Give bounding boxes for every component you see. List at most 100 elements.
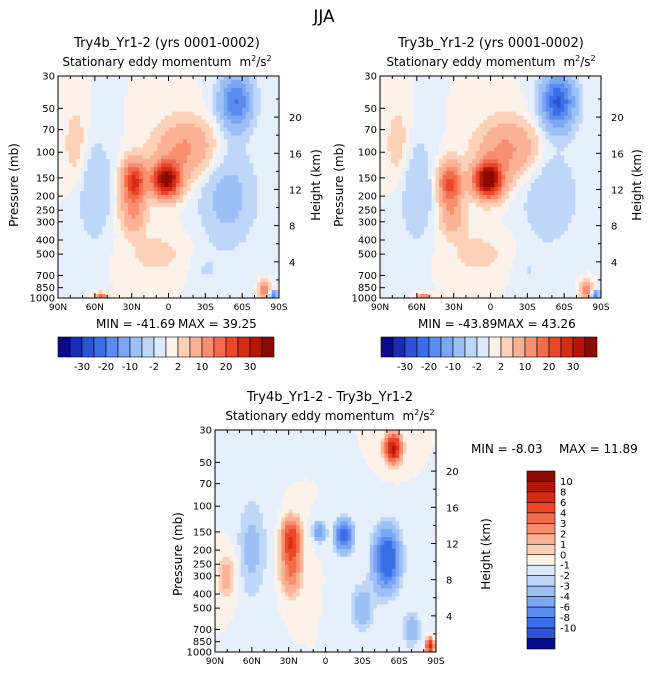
heatmap-cell <box>238 103 243 109</box>
heatmap-cell <box>260 194 265 200</box>
heatmap-cell <box>593 79 598 85</box>
heatmap-cell <box>87 187 92 192</box>
heatmap-cell <box>593 95 598 101</box>
heatmap-cell <box>457 147 462 152</box>
heatmap-cell <box>197 238 202 243</box>
heatmap-cell <box>486 131 491 136</box>
heatmap-cell <box>564 107 569 113</box>
heatmap-cell <box>542 115 547 120</box>
heatmap-cell <box>72 107 77 113</box>
heatmap-cell <box>168 171 173 176</box>
heatmap-cell <box>186 294 191 299</box>
heatmap-cell <box>223 115 228 120</box>
heatmap-cell <box>201 242 206 247</box>
heatmap-cell <box>242 99 247 105</box>
heatmap-cell <box>238 206 243 212</box>
heatmap-cell <box>69 286 74 291</box>
heatmap-cell <box>245 95 250 101</box>
heatmap-cell <box>179 194 184 200</box>
heatmap-cell <box>538 79 543 85</box>
heatmap-cell <box>179 274 184 279</box>
heatmap-cell <box>571 79 576 85</box>
heatmap-cell <box>212 115 217 120</box>
heatmap-cell <box>61 286 66 291</box>
heatmap-cell <box>124 238 129 243</box>
heatmap-cell <box>124 270 129 275</box>
heatmap-cell <box>69 111 74 116</box>
heatmap-cell <box>91 155 96 160</box>
heatmap-cell <box>490 76 495 81</box>
heatmap-cell <box>431 111 436 116</box>
heatmap-cell <box>61 226 66 231</box>
heatmap-cell <box>91 131 96 136</box>
heatmap-cell <box>168 274 173 279</box>
heatmap-cell <box>212 143 217 148</box>
heatmap-cell <box>58 159 63 164</box>
heatmap-cell <box>542 91 547 97</box>
heatmap-cell <box>220 270 225 275</box>
heatmap-cell <box>380 83 385 89</box>
heatmap-cell <box>380 87 385 93</box>
heatmap-cell <box>172 76 177 81</box>
heatmap-cell <box>461 83 466 89</box>
heatmap-cell <box>249 159 254 164</box>
heatmap-cell <box>556 143 561 148</box>
heatmap-cell <box>197 258 202 263</box>
heatmap-cell <box>267 83 272 89</box>
heatmap-cell <box>234 171 239 176</box>
heatmap-cell <box>80 179 85 184</box>
heatmap-cell <box>58 254 63 259</box>
heatmap-cell <box>175 242 180 247</box>
heatmap-cell <box>427 99 432 105</box>
heatmap-cell <box>597 123 602 128</box>
heatmap-cell <box>461 159 466 164</box>
heatmap-cell <box>531 131 536 136</box>
heatmap-cell <box>245 171 250 176</box>
heatmap-cell <box>183 286 188 291</box>
heatmap-cell <box>186 79 191 85</box>
heatmap-cell <box>223 183 228 188</box>
heatmap-cell <box>58 262 63 267</box>
heatmap-cell <box>253 111 258 116</box>
heatmap-cell <box>164 258 169 263</box>
heatmap-cell <box>223 135 228 140</box>
heatmap-cell <box>267 155 272 160</box>
heatmap-cell <box>124 76 129 81</box>
heatmap-cell <box>161 99 166 105</box>
heatmap-cell <box>69 238 74 243</box>
heatmap-cell <box>508 123 513 128</box>
heatmap-cell <box>438 167 443 172</box>
heatmap-cell <box>567 163 572 168</box>
heatmap-cell <box>172 222 177 227</box>
heatmap-cell <box>161 187 166 192</box>
heatmap-cell <box>267 210 272 216</box>
heatmap-cell <box>275 103 280 109</box>
heatmap-cell <box>194 250 199 255</box>
heatmap-cell <box>168 218 173 224</box>
heatmap-cell <box>527 119 532 124</box>
heatmap-cell <box>175 119 180 124</box>
heatmap-cell <box>131 214 136 220</box>
heatmap-cell <box>72 147 77 152</box>
heatmap-cell <box>127 151 133 156</box>
heatmap-cell <box>87 103 92 109</box>
heatmap-cell <box>249 123 254 128</box>
heatmap-cell <box>91 175 96 180</box>
heatmap-cell <box>245 210 250 216</box>
heatmap-cell <box>83 167 88 172</box>
heatmap-cell <box>139 183 144 188</box>
heatmap-cell <box>164 115 169 120</box>
heatmap-cell <box>76 127 81 132</box>
heatmap-cell <box>267 127 272 132</box>
heatmap-cell <box>186 234 191 239</box>
heatmap-cell <box>483 151 488 156</box>
heatmap-cell <box>91 214 96 220</box>
heatmap-cell <box>260 222 265 227</box>
heatmap-cell <box>98 282 103 287</box>
heatmap-cell <box>472 115 477 120</box>
heatmap-cell <box>183 167 188 172</box>
heatmap-cell <box>150 294 155 299</box>
heatmap-cell <box>394 143 399 148</box>
heatmap-cell <box>153 143 158 148</box>
panel-subtitle: Stationary eddy momentum m2/s2 <box>62 54 271 69</box>
